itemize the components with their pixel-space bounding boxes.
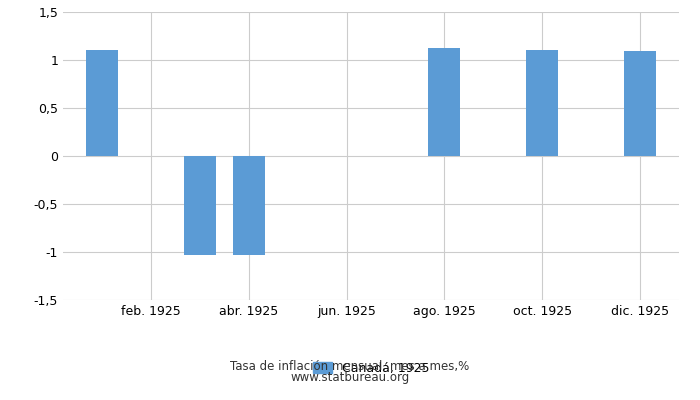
Bar [86,50,118,156]
Legend: Canadá, 1925: Canadá, 1925 [308,357,434,380]
Text: www.statbureau.org: www.statbureau.org [290,371,410,384]
Bar [233,156,265,255]
Text: Tasa de inflación mensual, mes a mes,%: Tasa de inflación mensual, mes a mes,% [230,360,470,373]
Bar [624,51,656,156]
Bar [184,156,216,255]
Bar [428,48,460,156]
Bar [526,50,558,156]
